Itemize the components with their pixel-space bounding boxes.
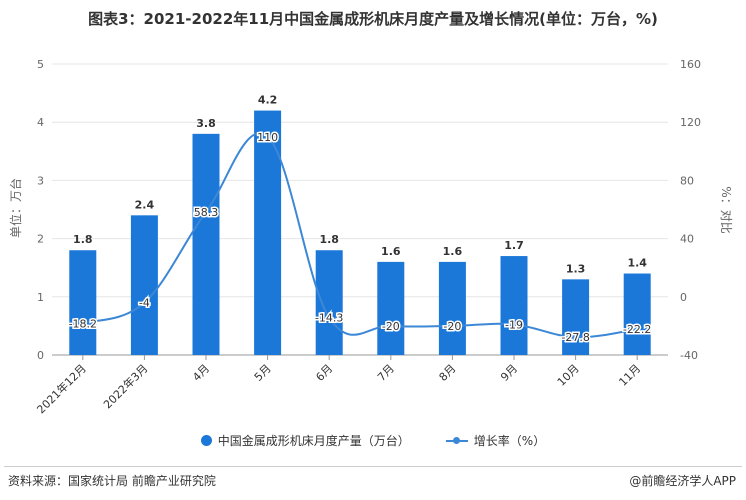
legend-item-production[interactable]: 中国金属成形机床月度产量（万台） (200, 432, 410, 449)
line-value-label: -14.3 (315, 312, 343, 325)
y-left-tick-label: 3 (37, 174, 44, 187)
bar (192, 133, 220, 355)
y-right-tick-label: 40 (680, 233, 694, 246)
bar-series (69, 110, 651, 355)
line-value-label: -4 (139, 297, 150, 310)
brand-mark: @前瞻经济学人APP (629, 474, 736, 488)
bar-value-label: 1.7 (504, 239, 524, 252)
x-tick-label: 11月 (616, 362, 643, 389)
source-note: 资料来源：国家统计局 前瞻产业研究院 (8, 474, 216, 488)
y-left-tick-label: 2 (37, 233, 44, 246)
line-point (572, 334, 579, 341)
y-right-tick-label: 160 (680, 58, 701, 71)
y-right-tick-label: 0 (680, 291, 687, 304)
line-value-label: -19 (505, 318, 523, 331)
legend-item-growth[interactable]: 增长率（%） (445, 432, 546, 449)
growth-line (82, 132, 638, 339)
bar-value-label: 3.8 (196, 117, 216, 130)
bar-value-label: 1.6 (381, 245, 401, 258)
line-value-label: -20 (382, 320, 400, 333)
legend-bar-swatch-icon (200, 435, 212, 446)
bar-value-label: 1.4 (627, 257, 647, 270)
data-labels: 1.8 2.4 3.8 4.2 1.8 1.6 1.6 1.7 1.3 1.4 -18.2 -4 58.… (67, 94, 653, 346)
footer-divider (4, 466, 742, 467)
bar (69, 250, 97, 355)
bar (130, 215, 158, 355)
y-right-tick-label: -40 (680, 349, 698, 362)
bar (500, 256, 528, 355)
x-tick-label: 10月 (555, 362, 582, 389)
x-tick-label: 6月 (313, 362, 335, 384)
bar-value-label: 4.2 (258, 94, 278, 107)
y-right-tick-label: 80 (680, 174, 694, 187)
legend-label-production: 中国金属成形机床月度产量（万台） (217, 434, 410, 448)
chart-title: 图表3：2021-2022年11月中国金属成形机床月度产量及增长情况(单位：万台… (88, 10, 658, 28)
legend: 中国金属成形机床月度产量（万台） 增长率（%） (0, 432, 746, 449)
line-point (634, 326, 641, 333)
y-left-tick-label: 1 (37, 291, 44, 304)
x-tick-label: 4月 (190, 362, 212, 384)
line-value-label: -20 (443, 320, 461, 333)
line-point (203, 208, 209, 215)
y-left-tick-label: 5 (37, 58, 44, 71)
x-tick-label: 9月 (498, 362, 520, 384)
y-axis-left-label: 单位：万台 (8, 178, 23, 238)
line-point (387, 322, 394, 329)
line-point (141, 299, 148, 306)
line-point (511, 321, 517, 328)
line-value-label: -27.8 (561, 331, 589, 344)
line-value-label: 110 (257, 131, 278, 144)
line-value-label: -18.2 (69, 317, 97, 330)
line-point (326, 314, 333, 321)
y-left-tick-label: 4 (37, 116, 44, 129)
x-tick-label: 5月 (252, 362, 274, 384)
line-value-label: 58.3 (194, 206, 219, 219)
y-right-tick-label: 120 (680, 116, 701, 129)
bar-value-label: 1.8 (319, 233, 339, 246)
bar (562, 279, 590, 355)
line-point (79, 320, 86, 327)
x-tick-label: 8月 (437, 362, 459, 384)
bar-value-label: 1.6 (443, 245, 463, 258)
legend-line-swatch-icon (445, 435, 468, 446)
y-left-tick-label: 0 (37, 349, 44, 362)
line-series (79, 132, 641, 341)
bar (377, 261, 405, 355)
bar (623, 273, 651, 355)
bar-value-label: 1.3 (566, 262, 586, 275)
x-tick-label: 7月 (375, 362, 397, 384)
bar (438, 261, 466, 355)
bar-value-label: 1.8 (73, 233, 93, 246)
x-tick-label: 2021年12月 (34, 361, 89, 416)
line-point (264, 133, 271, 140)
line-point (449, 322, 456, 329)
bar (254, 110, 282, 355)
x-tick-label: 2022年3月 (100, 361, 150, 411)
bar-value-label: 2.4 (135, 198, 155, 211)
legend-label-growth: 增长率（%） (473, 434, 546, 448)
y-axis-right-label: %：对比 (719, 186, 733, 233)
bar (315, 250, 343, 355)
line-value-label: -22.2 (623, 323, 651, 336)
